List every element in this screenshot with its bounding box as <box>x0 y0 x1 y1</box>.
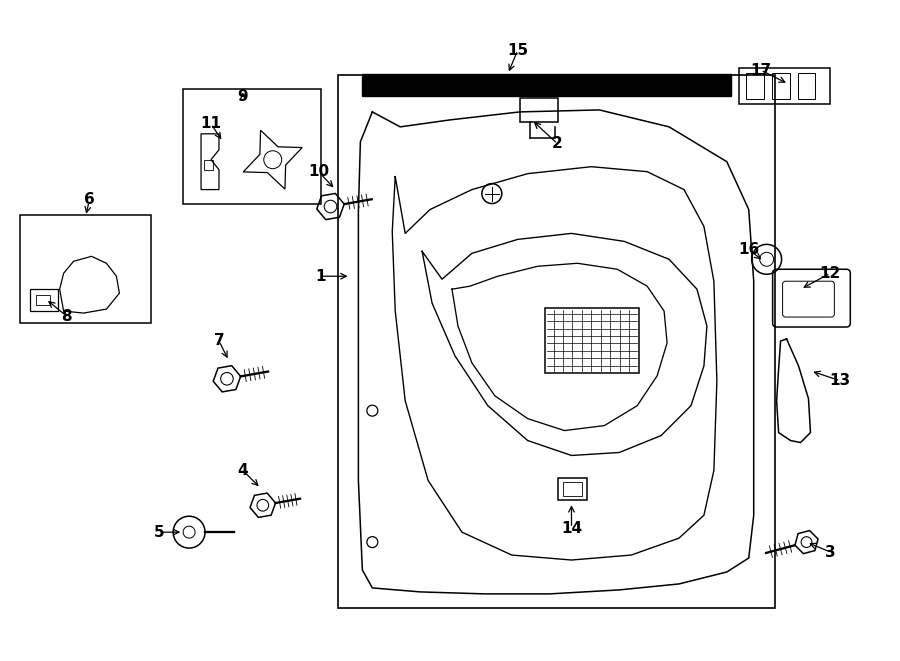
Text: 6: 6 <box>84 192 94 207</box>
Text: 8: 8 <box>61 309 72 324</box>
Bar <box>557 479 588 500</box>
Text: 13: 13 <box>830 373 850 388</box>
Bar <box>739 68 831 104</box>
Text: 7: 7 <box>213 333 224 348</box>
Text: 17: 17 <box>750 63 771 77</box>
Text: 1: 1 <box>315 269 326 284</box>
Bar <box>562 483 582 496</box>
Bar <box>746 73 764 99</box>
Text: 15: 15 <box>508 43 528 58</box>
Text: 12: 12 <box>820 266 841 281</box>
Bar <box>797 73 815 99</box>
Bar <box>363 74 731 96</box>
Text: 16: 16 <box>738 242 760 257</box>
Bar <box>771 73 789 99</box>
Bar <box>519 98 557 122</box>
Text: 11: 11 <box>201 116 221 132</box>
Text: 5: 5 <box>154 525 165 539</box>
Text: 4: 4 <box>238 463 248 478</box>
Bar <box>30 289 58 311</box>
Bar <box>338 75 775 608</box>
Text: 14: 14 <box>561 521 582 535</box>
Text: 3: 3 <box>825 545 836 560</box>
Text: 10: 10 <box>308 164 329 179</box>
Bar <box>36 295 50 305</box>
Bar <box>20 215 151 323</box>
Text: 9: 9 <box>238 89 248 104</box>
Bar <box>183 89 320 204</box>
Text: 2: 2 <box>553 136 562 151</box>
Bar <box>204 160 213 170</box>
Bar <box>544 308 639 373</box>
